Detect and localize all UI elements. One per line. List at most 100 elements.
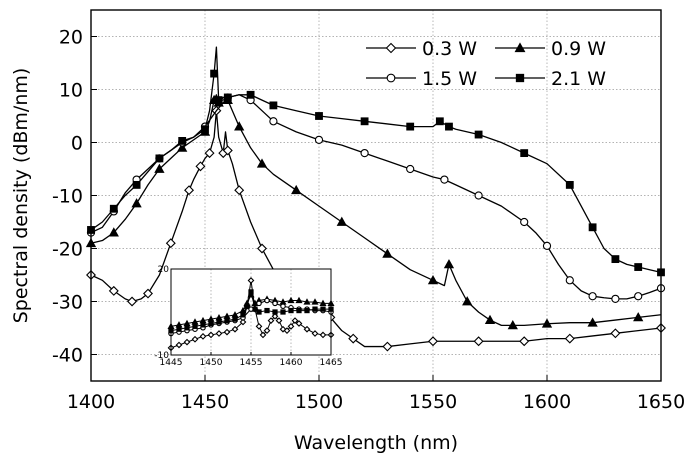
data-point	[178, 137, 187, 145]
legend-marker	[515, 73, 525, 83]
data-point	[201, 125, 209, 134]
inset-data-point	[288, 307, 294, 314]
data-point	[222, 145, 233, 156]
data-point	[143, 288, 153, 299]
inset-data-point	[263, 327, 271, 335]
x-tick-label: 1450	[181, 391, 229, 413]
data-point	[360, 148, 369, 158]
data-point	[269, 117, 278, 126]
data-point	[445, 122, 453, 131]
data-point	[520, 149, 529, 158]
x-axis-title: Wavelength (nm)	[294, 432, 458, 454]
inset-data-point	[184, 325, 190, 331]
inset-data-point	[207, 331, 215, 339]
inset-data-point	[200, 322, 206, 328]
inset-plot: 1445 1450 1455 1460 1465 -10 20	[154, 265, 342, 368]
inset-x-tick-label: 1450	[200, 358, 223, 368]
inset-data-point	[231, 325, 239, 333]
inset-data-point	[312, 306, 318, 312]
data-point	[634, 292, 643, 301]
x-tick-label: 1400	[67, 391, 115, 413]
data-point	[462, 296, 473, 306]
x-tick-label: 1650	[637, 391, 685, 413]
inset-data-point	[264, 297, 270, 304]
data-point	[610, 328, 621, 339]
inset-data-point	[240, 312, 246, 318]
inset-data-point	[272, 300, 278, 307]
data-point	[155, 154, 164, 163]
data-point	[507, 320, 518, 330]
inset-data-point	[280, 309, 286, 315]
data-point	[440, 175, 449, 184]
data-point	[348, 333, 359, 344]
inset-data-point	[287, 296, 295, 304]
y-tick-label: -30	[52, 292, 83, 314]
legend-label: 2.1 W	[551, 68, 606, 90]
inset-data-point	[303, 325, 311, 333]
inset-data-point	[319, 331, 327, 339]
y-tick-label: -20	[52, 239, 83, 261]
inset-data-point	[232, 316, 238, 322]
inset-data-point	[244, 303, 250, 309]
data-point	[177, 142, 188, 152]
data-point	[541, 318, 553, 328]
inset-data-point	[295, 296, 303, 304]
data-point	[474, 130, 483, 139]
data-point	[108, 285, 119, 296]
inset-data-point	[280, 303, 286, 310]
inset-data-point	[256, 300, 262, 307]
inset-data-point	[291, 317, 299, 324]
inset-data-point	[304, 307, 310, 314]
legend-label: 0.3 W	[422, 38, 477, 60]
inset-data-point	[216, 319, 222, 325]
inset-y-tick-label: 20	[158, 265, 170, 275]
data-point	[427, 274, 439, 285]
y-tick-label: -10	[52, 186, 83, 208]
data-point	[131, 198, 142, 208]
data-point	[315, 112, 323, 120]
inset-data-point	[287, 322, 295, 330]
data-point	[314, 135, 324, 144]
data-point	[611, 294, 620, 303]
legend-marker	[386, 73, 396, 83]
data-point	[204, 148, 215, 159]
inset-data-point	[296, 307, 302, 314]
data-point	[474, 191, 483, 200]
inset-data-point	[295, 320, 303, 327]
inset-data-point	[176, 326, 182, 332]
data-point	[154, 163, 165, 173]
data-point	[564, 333, 575, 344]
inset-data-point	[252, 306, 258, 312]
inset-data-point	[259, 331, 267, 339]
data-point	[565, 180, 574, 189]
inset-data-point	[247, 277, 255, 284]
inset-data-point	[311, 298, 319, 305]
data-point	[587, 317, 598, 327]
data-point	[223, 93, 232, 102]
data-point	[246, 90, 255, 99]
inset-data-point	[319, 299, 327, 307]
data-point	[109, 204, 118, 213]
y-tick-label: 0	[71, 133, 83, 155]
data-point	[484, 314, 496, 324]
data-point	[195, 161, 206, 172]
y-axis-title: Spectral density (dBm/nm)	[10, 68, 32, 324]
legend-marker	[385, 42, 397, 54]
data-point	[234, 185, 245, 196]
data-point	[127, 296, 138, 307]
inset-x-tick-label: 1445	[160, 358, 183, 368]
legend: 0.3 W 0.9 W 1.5 W 2.1 W	[366, 38, 606, 90]
data-point	[360, 117, 369, 126]
inset-data-point	[223, 328, 231, 336]
inset-data-point	[183, 338, 191, 346]
data-point	[256, 158, 268, 168]
inset-data-point	[264, 307, 270, 314]
x-tick-label: 1600	[523, 391, 571, 413]
inset-data-point	[267, 317, 275, 324]
x-tick-label: 1500	[295, 391, 343, 413]
inset-data-point	[320, 306, 326, 312]
data-point	[634, 263, 643, 271]
data-point	[473, 336, 484, 347]
inset-data-point	[199, 332, 207, 340]
